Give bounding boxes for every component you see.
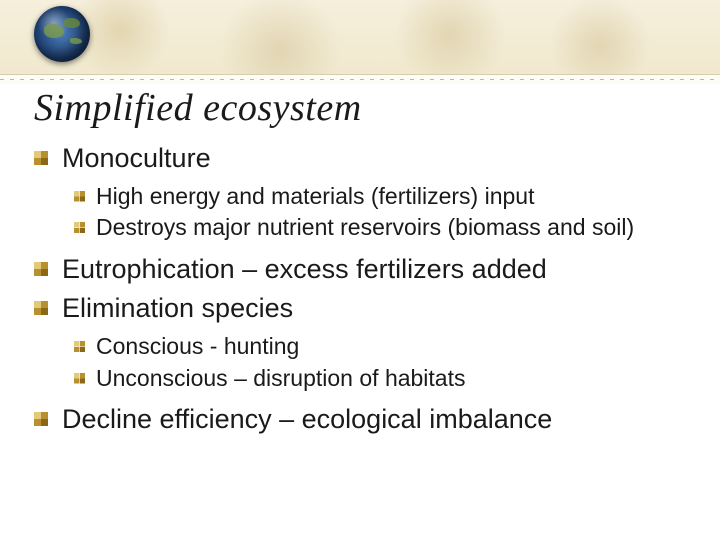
header-background: [0, 0, 720, 84]
bullet-text: Elimination species: [62, 293, 293, 323]
list-item: Conscious - hunting: [74, 332, 686, 361]
bullet-list: Monoculture High energy and materials (f…: [34, 142, 686, 437]
list-item: Eutrophication – excess fertilizers adde…: [34, 253, 686, 287]
list-item: Elimination species Conscious - hunting …: [34, 292, 686, 393]
header-divider: [0, 74, 720, 84]
list-item: Monoculture High energy and materials (f…: [34, 142, 686, 243]
list-item: Unconscious – disruption of habitats: [74, 364, 686, 393]
slide-title: Simplified ecosystem: [34, 86, 686, 130]
list-item: Destroys major nutrient reservoirs (biom…: [74, 213, 686, 242]
list-item: Decline efficiency – ecological imbalanc…: [34, 403, 686, 437]
sub-list: High energy and materials (fertilizers) …: [74, 182, 686, 243]
list-item: High energy and materials (fertilizers) …: [74, 182, 686, 211]
slide-content: Simplified ecosystem Monoculture High en…: [0, 84, 720, 443]
bullet-text: Monoculture: [62, 143, 211, 173]
globe-icon: [34, 6, 90, 62]
sub-list: Conscious - hunting Unconscious – disrup…: [74, 332, 686, 393]
